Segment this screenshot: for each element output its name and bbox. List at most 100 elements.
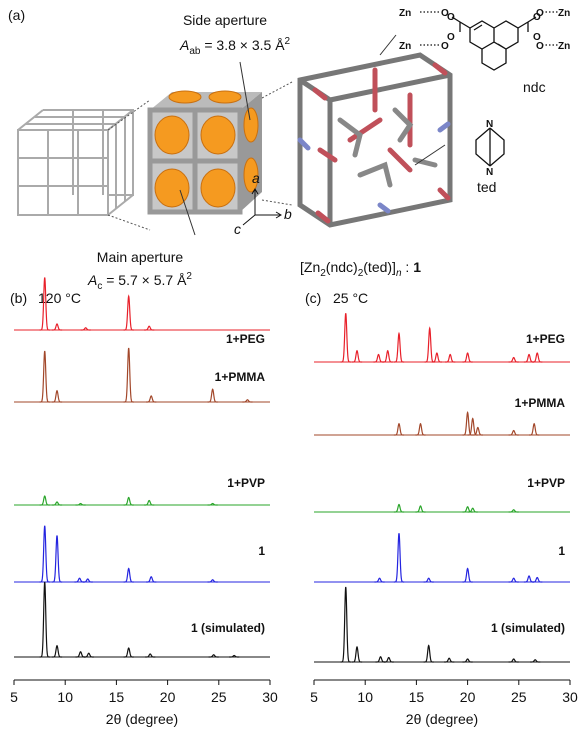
peak xyxy=(394,424,404,435)
peak xyxy=(394,533,404,582)
panel-label: (a) xyxy=(8,7,25,23)
ted-structure xyxy=(476,128,504,166)
zn: Zn xyxy=(558,8,570,19)
peak xyxy=(424,646,434,663)
peak xyxy=(208,389,218,402)
ndc-lower-ring xyxy=(482,49,506,70)
f: (ndc) xyxy=(326,259,358,275)
symbol: A xyxy=(87,272,97,288)
x-tick-label: 5 xyxy=(310,689,318,705)
ndc-label: ndc xyxy=(523,79,546,95)
peak xyxy=(415,506,425,512)
peak xyxy=(374,578,384,582)
panel-title: 25 °C xyxy=(333,290,368,306)
symbol: A xyxy=(179,37,189,53)
panel-label: (c) xyxy=(305,290,321,306)
side-aperture-area: Aab = 3.8 × 3.5 Å2 xyxy=(179,36,291,57)
peak xyxy=(341,313,351,362)
x-tick-label: 20 xyxy=(160,689,176,705)
peak xyxy=(524,355,534,363)
peak xyxy=(444,658,454,662)
formula: [Zn2(ndc)2(ted)]n : 1 xyxy=(300,259,421,279)
peak xyxy=(384,658,394,663)
peak xyxy=(394,334,404,363)
o: O xyxy=(447,32,455,43)
peak xyxy=(124,498,134,506)
peak xyxy=(509,431,519,436)
o: O xyxy=(536,41,544,52)
peak xyxy=(75,652,85,657)
peak xyxy=(144,501,154,506)
zn: Zn xyxy=(558,41,570,52)
expression: = 5.7 × 5.7 Å xyxy=(102,272,187,288)
f: : xyxy=(402,259,414,275)
x-tick-label: 15 xyxy=(409,689,425,705)
peak xyxy=(146,396,156,402)
n-atom: N xyxy=(486,119,493,130)
trace-label: 1+PVP xyxy=(227,476,265,490)
framework-grid xyxy=(18,110,133,215)
zn: Zn xyxy=(399,8,411,19)
peak xyxy=(509,358,519,363)
peak xyxy=(52,536,62,583)
peak xyxy=(352,351,362,362)
peak xyxy=(462,569,472,583)
superscript: 2 xyxy=(285,36,291,47)
peak xyxy=(40,526,50,582)
f: (ted)] xyxy=(363,259,396,275)
peak xyxy=(375,657,385,662)
trace-label: 1+PEG xyxy=(526,332,565,346)
zn: Zn xyxy=(399,41,411,52)
axis-b: b xyxy=(284,206,292,222)
peak xyxy=(394,505,404,513)
trace-label: 1 (simulated) xyxy=(491,621,565,635)
x-tick-label: 25 xyxy=(511,689,527,705)
peak xyxy=(524,576,534,582)
trace-label: 1 (simulated) xyxy=(191,621,265,635)
peak xyxy=(532,578,542,583)
peak xyxy=(425,328,435,362)
peak xyxy=(415,424,425,435)
peak xyxy=(144,326,154,330)
main-aperture-title: Main aperture xyxy=(97,249,184,265)
peak xyxy=(146,577,156,582)
peak xyxy=(383,351,393,362)
peak xyxy=(424,578,434,582)
x-tick-label: 5 xyxy=(10,689,18,705)
peak xyxy=(52,646,62,657)
peak xyxy=(532,353,542,362)
x-tick-label: 20 xyxy=(460,689,476,705)
trace-label: 1 xyxy=(258,544,265,558)
main-aperture-area: Ac = 5.7 × 5.7 Å2 xyxy=(87,271,192,292)
expression: = 3.8 × 3.5 Å xyxy=(200,37,285,53)
side-aperture-title: Side aperture xyxy=(183,12,267,28)
axis-c: c xyxy=(234,221,241,237)
peak xyxy=(124,348,134,402)
x-tick-label: 10 xyxy=(357,689,373,705)
figure: (a) Side aperture Aab = 3.8 × 3.5 Å2 Mai… xyxy=(0,0,579,732)
ted-label: ted xyxy=(477,179,496,195)
peak xyxy=(124,296,134,330)
n-atom: N xyxy=(486,167,493,178)
peak xyxy=(445,355,455,363)
x-axis-label: 2θ (degree) xyxy=(406,711,478,727)
peak xyxy=(432,353,442,362)
o: O xyxy=(447,12,455,23)
peak xyxy=(462,353,472,362)
peak xyxy=(124,569,134,583)
x-tick-label: 15 xyxy=(109,689,125,705)
o: O xyxy=(536,8,544,19)
peak xyxy=(40,496,50,505)
x-tick-label: 30 xyxy=(262,689,278,705)
unit-cube xyxy=(150,62,262,235)
peak xyxy=(529,424,539,435)
peak xyxy=(373,355,383,363)
peak xyxy=(40,351,50,402)
peak xyxy=(124,648,134,657)
trace-label: 1+PVP xyxy=(527,476,565,490)
x-tick-label: 30 xyxy=(562,689,578,705)
peak xyxy=(509,578,519,582)
trace-label: 1+PMMA xyxy=(215,370,266,384)
peak xyxy=(52,391,62,402)
peak xyxy=(52,324,62,330)
